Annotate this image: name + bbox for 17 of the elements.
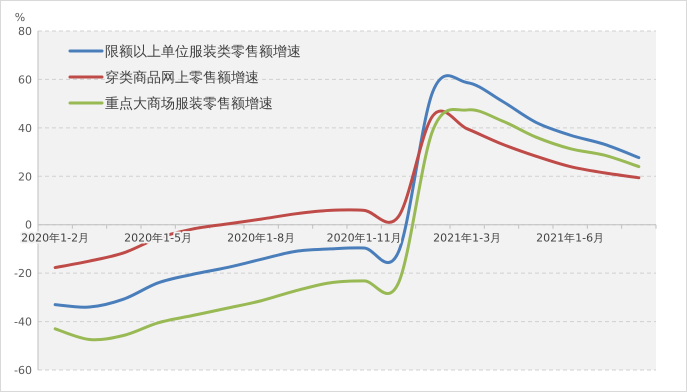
y-axis-title: % (14, 11, 26, 24)
x-tick-label: 2021年1-3月 (433, 232, 502, 245)
y-tick-label: -40 (14, 316, 32, 329)
y-tick-label: -20 (14, 267, 32, 280)
y-tick-label: 60 (18, 73, 32, 86)
x-tick-label: 2020年1-11月 (326, 232, 402, 245)
y-tick-label: -60 (14, 364, 32, 377)
y-tick-label: 0 (25, 218, 32, 232)
x-tick-label: 2021年1-6月 (536, 232, 604, 245)
legend-label: 限额以上单位服装类零售额增速 (105, 44, 301, 60)
y-tick-label: 40 (18, 122, 32, 135)
y-tick-label: 20 (18, 170, 32, 184)
x-tick-label: 2020年1-2月 (21, 232, 90, 245)
legend-label: 穿类商品网上零售额增速 (105, 70, 259, 86)
y-tick-label: 80 (18, 25, 32, 38)
x-tick-label: 2020年1-8月 (227, 232, 296, 245)
legend-label: 重点大商场服装零售额增速 (105, 96, 273, 112)
